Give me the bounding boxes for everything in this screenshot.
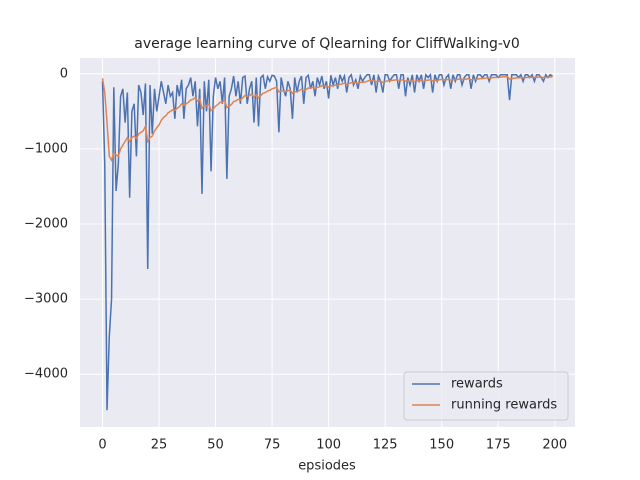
y-tick-label: −3000 bbox=[24, 292, 68, 307]
x-tick-label: 100 bbox=[316, 438, 341, 453]
x-tick-label: 150 bbox=[429, 438, 454, 453]
x-axis-label: epsiodes bbox=[298, 459, 356, 474]
x-tick-label: 125 bbox=[373, 438, 398, 453]
x-tick-label: 0 bbox=[98, 438, 106, 453]
legend-label: running rewards bbox=[451, 398, 557, 413]
x-tick-label: 25 bbox=[151, 438, 168, 453]
y-tick-label: −2000 bbox=[24, 216, 68, 231]
y-tick-label: −1000 bbox=[24, 141, 68, 156]
y-tick-label: −4000 bbox=[24, 367, 68, 382]
line-series bbox=[101, 75, 553, 162]
x-tick-label: 200 bbox=[542, 438, 567, 453]
legend-label: rewards bbox=[451, 377, 503, 392]
x-tick-label: 50 bbox=[207, 438, 224, 453]
line-series bbox=[101, 72, 553, 411]
chart-title: average learning curve of Qlearning for … bbox=[134, 36, 519, 52]
x-tick-label: 175 bbox=[486, 438, 511, 453]
legend-box bbox=[403, 371, 569, 421]
x-tick-label: 75 bbox=[264, 438, 281, 453]
y-tick-label: 0 bbox=[60, 66, 68, 81]
